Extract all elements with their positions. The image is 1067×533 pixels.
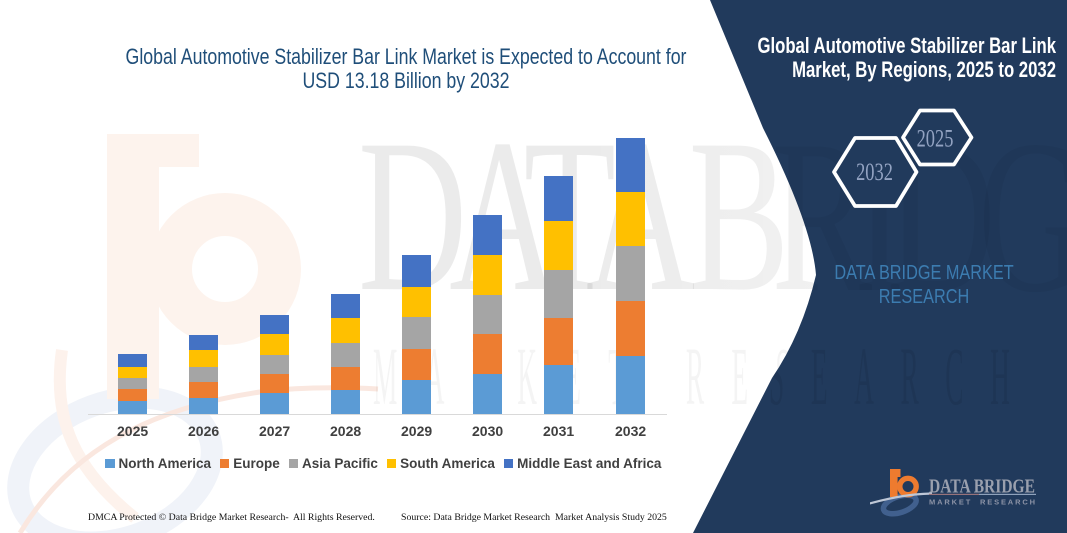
svg-text:2025: 2025 [917, 124, 954, 152]
svg-text:MARKET RESEARCH: MARKET RESEARCH [929, 498, 1035, 507]
svg-text:2032: 2032 [856, 157, 893, 185]
svg-text:DATA BRIDGE: DATA BRIDGE [929, 474, 1035, 497]
